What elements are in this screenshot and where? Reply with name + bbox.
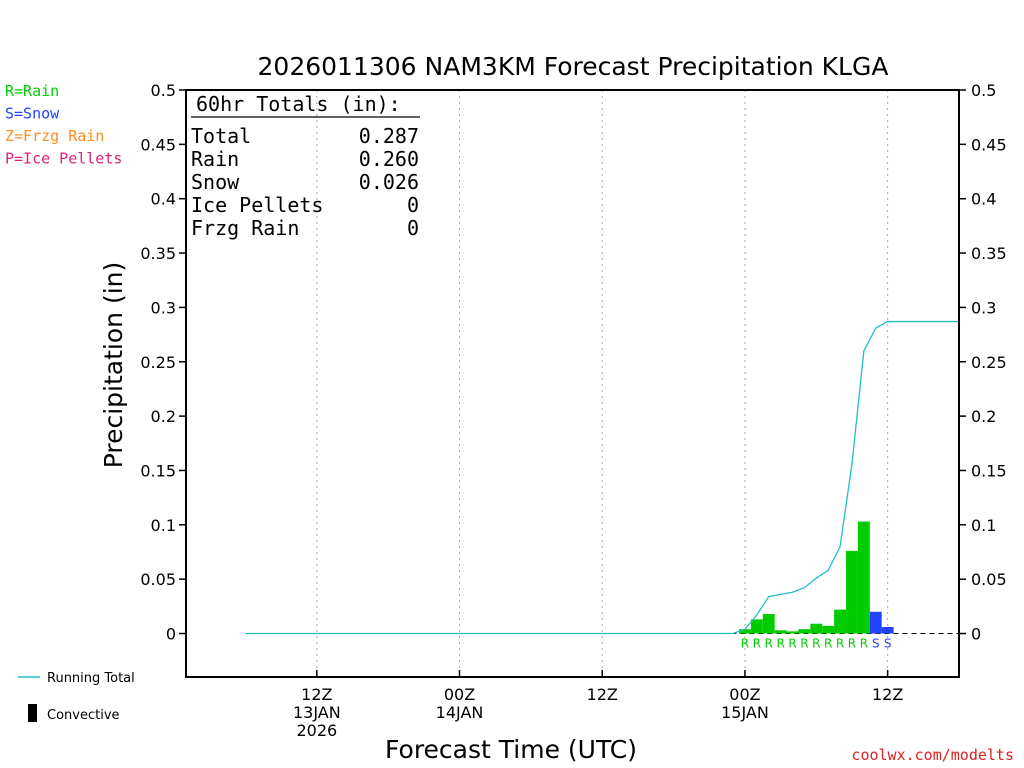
x-tick-label: 2026 bbox=[296, 721, 337, 740]
watermark: coolwx.com/modelts bbox=[851, 746, 1014, 764]
totals-header: 60hr Totals (in): bbox=[196, 92, 401, 116]
ptype-marker: R bbox=[848, 637, 856, 651]
y-axis-label: Precipitation (in) bbox=[99, 262, 128, 469]
bottom-legend: Running Total Convective bbox=[18, 671, 135, 723]
totals-row-value: 0.287 bbox=[359, 124, 419, 148]
x-tick-label: 00Z bbox=[444, 685, 475, 704]
ptype-marker: R bbox=[765, 637, 773, 651]
y-tick-label-left: 0.4 bbox=[151, 190, 176, 209]
y-axis-ticks: 0 00.05 0.050.1 0.10.15 0.150.2 0.20.25 0.250.… bbox=[140, 81, 1006, 644]
y-tick-label-left: 0.1 bbox=[151, 516, 176, 535]
totals-row-label: Snow bbox=[191, 170, 240, 194]
ptype-marker: R bbox=[836, 637, 844, 651]
precip-bar bbox=[798, 629, 811, 634]
precip-bar bbox=[857, 521, 870, 634]
y-tick-label-left: 0.45 bbox=[140, 135, 176, 154]
y-tick-label-right: 0.35 bbox=[971, 244, 1007, 263]
ptype-marker: R bbox=[753, 637, 761, 651]
precip-bar bbox=[774, 630, 787, 634]
convective-legend-label: Convective bbox=[47, 708, 120, 723]
ptype-key-item: Z=Frzg Rain bbox=[5, 127, 104, 145]
y-tick-label-right: 0.3 bbox=[971, 298, 996, 317]
y-tick-label-left: 0.15 bbox=[140, 461, 176, 480]
precip-bars bbox=[738, 521, 894, 634]
y-tick-label-left: 0.35 bbox=[140, 244, 176, 263]
totals-row-value: 0.260 bbox=[359, 147, 419, 171]
precip-bar bbox=[810, 623, 823, 634]
precip-bar bbox=[822, 625, 835, 634]
running-total-line bbox=[245, 320, 959, 635]
y-tick-label-left: 0.3 bbox=[151, 298, 176, 317]
totals-row-label: Total bbox=[191, 124, 251, 148]
ptype-marker: R bbox=[812, 637, 820, 651]
running-total-legend-label: Running Total bbox=[47, 671, 135, 686]
x-tick-label: 00Z bbox=[729, 685, 760, 704]
ptype-marker: R bbox=[824, 637, 832, 651]
x-tick-label: 12Z bbox=[872, 685, 903, 704]
plot-frame bbox=[185, 89, 960, 678]
y-tick-label-right: 0.15 bbox=[971, 461, 1007, 480]
y-tick-label-right: 0.45 bbox=[971, 135, 1007, 154]
precip-bar bbox=[738, 629, 751, 634]
x-tick-label: 12Z bbox=[587, 685, 618, 704]
x-tick-label: 15JAN bbox=[721, 703, 769, 722]
y-tick-label-left: 0.05 bbox=[140, 570, 176, 589]
y-tick-label-left: 0.2 bbox=[151, 407, 176, 426]
totals-row-label: Frzg Rain bbox=[191, 216, 299, 240]
x-gridlines bbox=[316, 90, 889, 677]
ptype-marker: S bbox=[884, 637, 892, 651]
x-tick-label: 13JAN bbox=[293, 703, 341, 722]
y-tick-label-right: 0.2 bbox=[971, 407, 996, 426]
precip-bar bbox=[846, 550, 858, 634]
y-tick-label-left: 0.5 bbox=[151, 81, 176, 100]
totals-row-label: Ice Pellets bbox=[191, 193, 323, 217]
y-tick-label-right: 0 bbox=[971, 625, 981, 644]
x-tick-label: 12Z bbox=[301, 685, 332, 704]
ptype-marker: R bbox=[741, 637, 749, 651]
ptype-key: R=Rain S=Snow Z=Frzg Rain P=Ice Pellets bbox=[5, 82, 122, 168]
y-tick-label-right: 0.4 bbox=[971, 190, 996, 209]
ptype-marker: R bbox=[788, 637, 796, 651]
totals-row-value: 0 bbox=[407, 193, 419, 217]
precip-bar bbox=[786, 631, 799, 634]
ptype-marker: R bbox=[776, 637, 784, 651]
x-axis-label: Forecast Time (UTC) bbox=[385, 735, 637, 764]
ptype-key-item: R=Rain bbox=[5, 82, 59, 100]
precip-bar bbox=[881, 626, 894, 634]
precip-bar bbox=[834, 609, 847, 634]
totals-box: 60hr Totals (in): Total 0.287 Rain 0.260 Sno… bbox=[191, 92, 420, 240]
ptype-key-item: P=Ice Pellets bbox=[5, 150, 122, 168]
precip-bar bbox=[762, 613, 775, 634]
totals-rows: Total 0.287 Rain 0.260 Snow 0.026 Ice Pellets 0… bbox=[191, 124, 419, 240]
y-tick-label-right: 0.25 bbox=[971, 353, 1007, 372]
ptype-key-item: S=Snow bbox=[5, 105, 60, 123]
precip-bar bbox=[869, 611, 882, 634]
convective-legend-swatch bbox=[28, 704, 37, 722]
ptype-marker: S bbox=[872, 637, 880, 651]
totals-row-value: 0.026 bbox=[359, 170, 419, 194]
totals-row-label: Rain bbox=[191, 147, 239, 171]
y-tick-label-right: 0.5 bbox=[971, 81, 996, 100]
x-tick-label: 14JAN bbox=[436, 703, 484, 722]
y-tick-label-left: 0 bbox=[166, 625, 176, 644]
y-tick-label-right: 0.05 bbox=[971, 570, 1007, 589]
chart-title: 2026011306 NAM3KM Forecast Precipitation… bbox=[258, 52, 889, 81]
precip-bar bbox=[750, 619, 763, 634]
y-tick-label-left: 0.25 bbox=[140, 353, 176, 372]
ptype-marker: R bbox=[860, 637, 868, 651]
ptype-marker: R bbox=[800, 637, 808, 651]
totals-row-value: 0 bbox=[407, 216, 419, 240]
y-tick-label-right: 0.1 bbox=[971, 516, 996, 535]
